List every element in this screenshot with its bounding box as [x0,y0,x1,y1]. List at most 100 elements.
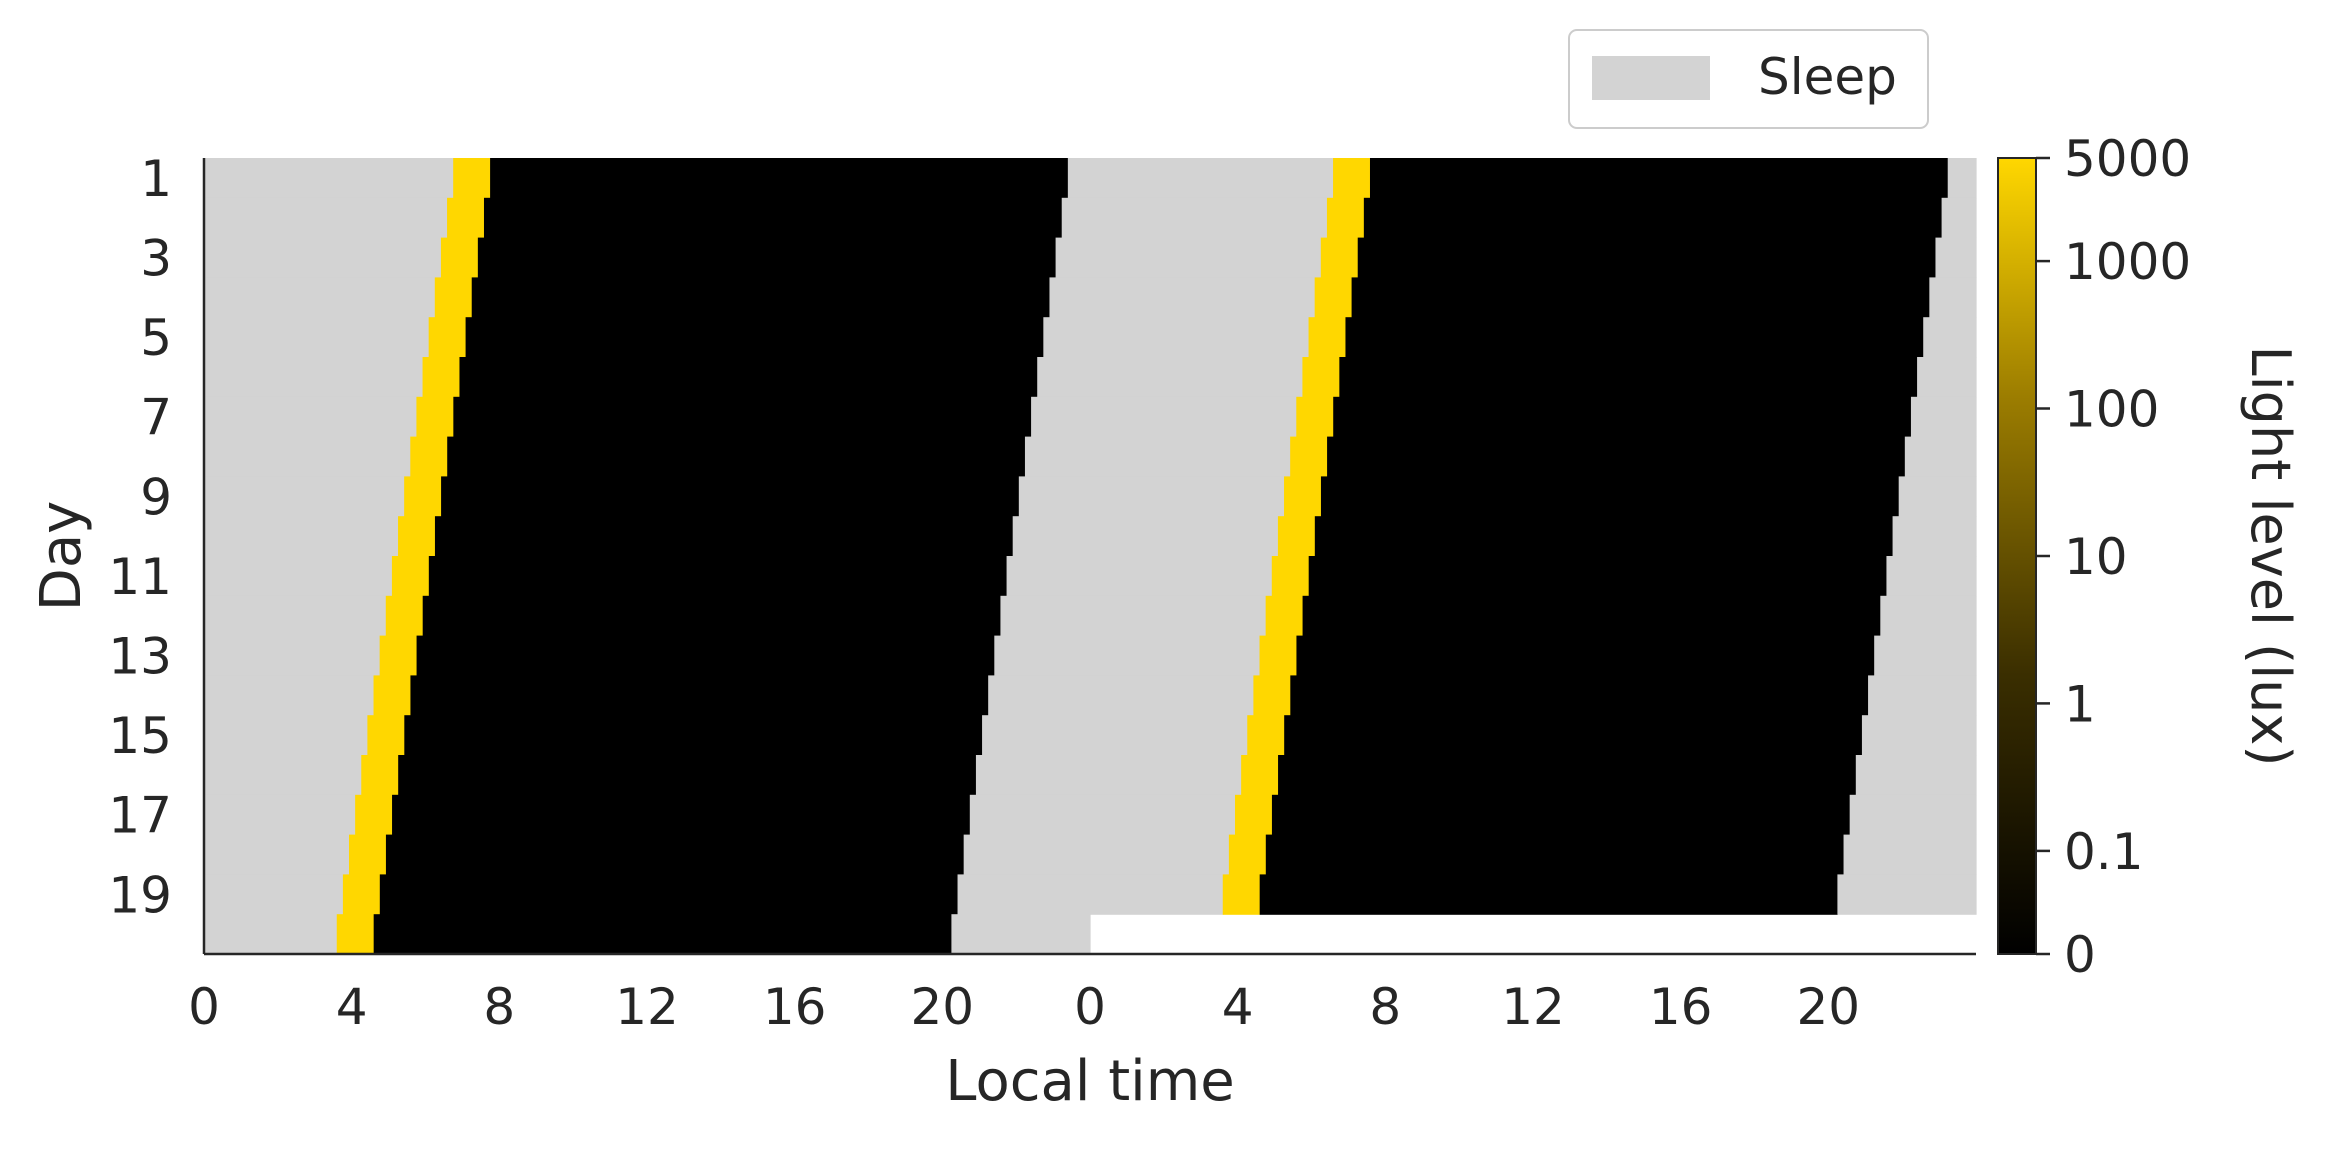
light-pulse-cell [404,476,442,517]
x-tick-label: 20 [1796,978,1860,1036]
heatmap [204,158,1977,955]
light-pulse-cell [336,914,375,955]
dark-cell [1265,834,1845,875]
y-tick-label: 13 [108,628,172,686]
x-tick-label: 12 [615,978,679,1036]
sleep-cell [1923,317,1977,358]
x-axis-label: Local time [945,1049,1234,1114]
light-pulse-cell [1326,197,1365,239]
legend: Sleep [1568,29,1929,129]
light-pulse-cell [391,556,430,597]
sleep-cell [204,635,381,676]
x-tick-label: 12 [1501,978,1565,1036]
x-tick-label: 16 [763,978,827,1036]
light-pulse-cell [1302,357,1340,398]
light-pulse-cell [398,516,436,557]
light-pulse-cell [1265,595,1304,637]
sleep-cell [969,794,1236,836]
sleep-cell [204,755,362,796]
dark-cell [1259,874,1839,915]
light-pulse-cell [342,874,381,915]
sleep-cell [994,635,1261,676]
sleep-cell [1855,755,1977,796]
colorbar-tick-labels: 5000 1000 100 10 1 0.1 0 [2036,130,2191,984]
colorbar-tick-label: 0.1 [2064,823,2144,881]
light-pulse-cell [1235,794,1273,836]
dark-cell [1284,715,1863,756]
light-pulse-cell [416,396,454,438]
light-pulse-cell [1277,516,1316,557]
dark-cell [1308,556,1888,597]
sleep-cell [963,834,1230,875]
dark-cell [1320,476,1900,517]
sleep-cell [1055,237,1322,278]
y-tick-label: 19 [108,866,172,924]
sleep-cell [1006,556,1273,597]
sleep-cell [1843,834,1977,875]
sleep-cell [204,158,454,199]
y-tick-label: 17 [108,787,172,845]
sleep-cell [1043,317,1310,358]
y-tick-label: 11 [108,548,172,606]
sleep-cell [1868,675,1977,716]
dark-cell [471,277,1051,318]
sleep-cell [1049,277,1316,318]
dark-cell [1296,635,1875,676]
dark-cell [1314,516,1894,557]
light-pulse-cell [373,675,412,716]
light-pulse-cell [379,635,418,676]
sleep-cell [204,357,424,398]
sleep-cell [951,914,1091,955]
dark-cell [1345,317,1924,358]
dark-cell [416,635,995,676]
dark-cell [373,914,953,955]
sleep-cell [1031,396,1297,438]
y-tick-label: 1 [140,150,172,208]
dark-cell [404,715,983,756]
dark-cell [1327,436,1906,477]
light-pulse-cell [447,197,485,239]
sleep-cell [204,277,436,318]
x-tick-label: 20 [910,978,974,1036]
dark-cell [1339,357,1918,398]
light-pulse-cell [1259,635,1298,676]
sleep-cell [1935,237,1977,278]
x-tick-label: 4 [336,978,368,1036]
dark-cell [392,794,971,836]
dark-cell [398,755,977,796]
y-tick-label: 9 [140,468,172,526]
sleep-cell [1898,476,1977,517]
dark-cell [422,595,1002,637]
colorbar-tick-label: 1000 [2064,233,2191,291]
dark-cell [1363,197,1943,239]
dark-cell [483,197,1063,239]
y-tick-label: 7 [140,389,172,447]
y-tick-label: 3 [140,230,172,288]
sleep-cell [1024,436,1291,477]
colorbar-label: Light level (lux) [2239,346,2302,767]
dark-cell [490,158,1069,199]
light-pulse-cell [1228,834,1267,875]
colorbar-tick-label: 5000 [2064,130,2191,188]
sleep-cell [204,516,399,557]
colorbar-tick-label: 1 [2064,675,2096,733]
x-tick-label: 0 [1074,978,1106,1036]
light-pulse-cell [434,277,473,318]
light-pulse-cell [1308,317,1347,358]
colorbar [1997,157,2037,955]
sleep-cell [1067,158,1334,199]
sleep-cell [957,874,1224,915]
sleep-cell [1910,396,1977,438]
dark-cell [1357,237,1937,278]
sleep-cell [204,436,411,477]
light-pulse-cell [1284,476,1322,517]
dark-cell [385,834,965,875]
dark-cell [1278,755,1857,796]
light-pulse-cell [349,834,387,875]
colorbar-tick-label: 0 [2064,926,2096,984]
dark-cell [453,396,1032,438]
dark-cell [434,516,1014,557]
sleep-cell [1947,158,1977,199]
